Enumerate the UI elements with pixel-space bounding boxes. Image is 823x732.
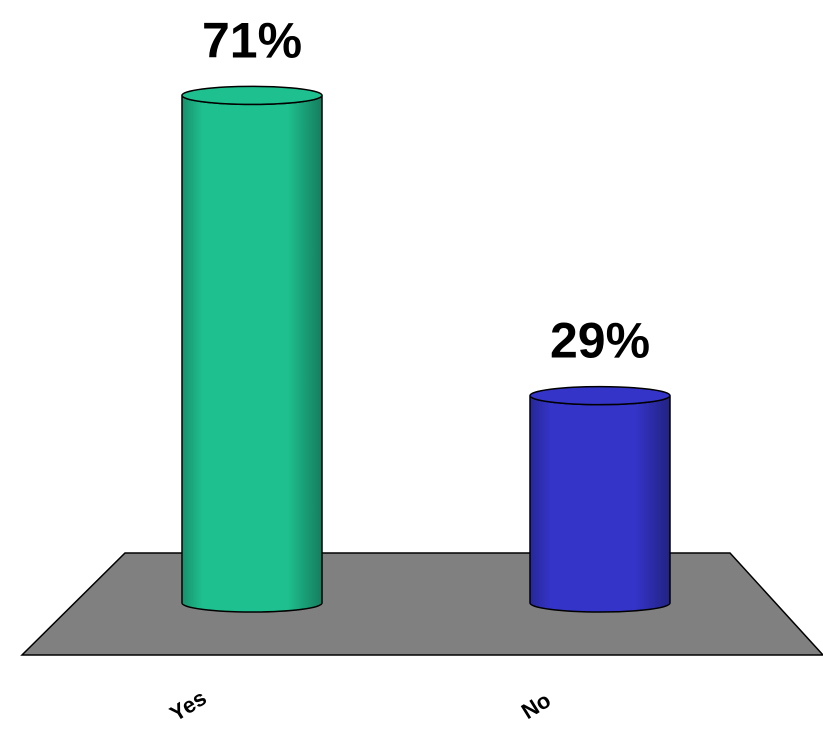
bar-shade xyxy=(530,395,670,612)
value-label: 71% xyxy=(202,12,302,68)
bar-shade xyxy=(182,95,322,613)
floor xyxy=(20,552,823,656)
bar-top xyxy=(529,385,671,406)
value-label: 29% xyxy=(550,313,650,369)
bar-top xyxy=(181,85,323,106)
